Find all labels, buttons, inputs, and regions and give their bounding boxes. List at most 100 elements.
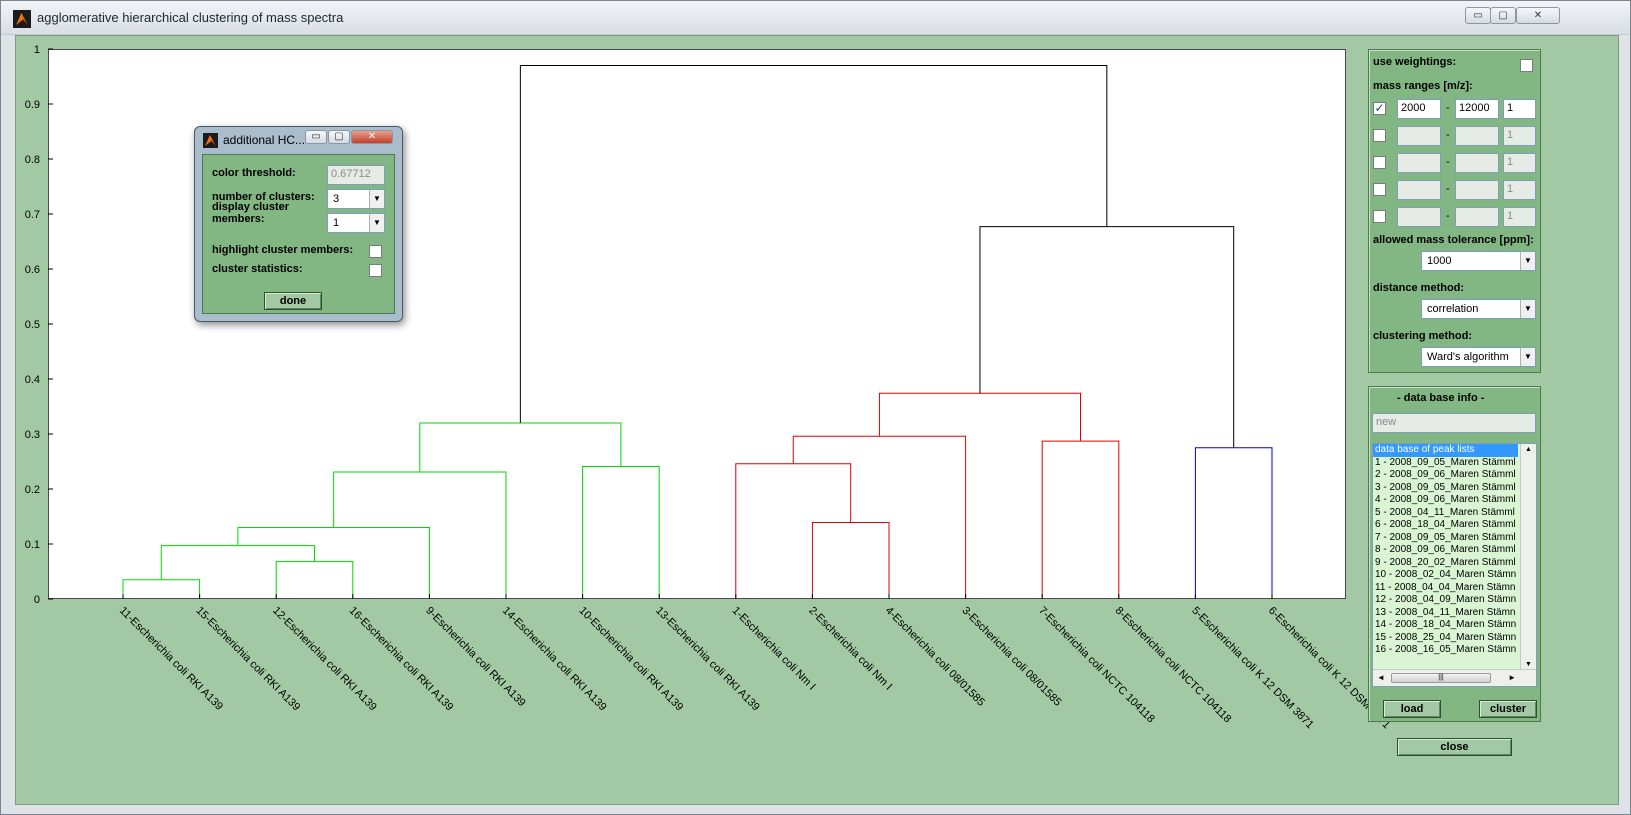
mass-range-weight-input[interactable]: 1	[1503, 207, 1536, 227]
number-of-clusters-label: number of clusters:	[212, 191, 315, 203]
mass-range-to-input[interactable]	[1455, 207, 1499, 227]
chevron-down-icon: ▼	[369, 214, 384, 232]
highlight-members-checkbox[interactable]	[369, 245, 382, 258]
database-list-item[interactable]: data base of peak lists	[1373, 444, 1518, 457]
database-list-item[interactable]: 14 - 2008_18_04_Maren Stämn	[1375, 619, 1517, 630]
mass-range-checkbox[interactable]	[1373, 210, 1386, 223]
dialog-maximize-button[interactable]: ▢	[328, 130, 350, 144]
mass-ranges-label: mass ranges [m/z]:	[1373, 80, 1473, 92]
chevron-down-icon: ▼	[1520, 300, 1535, 318]
database-list-item[interactable]: 10 - 2008_02_04_Maren Stämn	[1375, 569, 1517, 580]
mass-range-from-input[interactable]	[1397, 180, 1441, 200]
database-list-item[interactable]: 5 - 2008_04_11_Maren Stämml	[1375, 506, 1515, 518]
scrollbar-thumb[interactable]: |||	[1391, 673, 1491, 683]
chevron-down-icon: ▼	[1520, 348, 1535, 366]
mass-range-from-input[interactable]	[1397, 126, 1441, 146]
mass-range-checkbox[interactable]	[1373, 156, 1386, 169]
number-of-clusters-value: 3	[333, 193, 340, 205]
maximize-button[interactable]: ▢	[1490, 7, 1516, 24]
color-threshold-label: color threshold:	[212, 167, 296, 179]
additional-hc-dialog: additional HC... ▭ ▢ ✕ color threshold: …	[194, 126, 403, 322]
database-list-item[interactable]: 6 - 2008_18_04_Maren Stämml	[1375, 519, 1516, 530]
close-button[interactable]: close	[1397, 738, 1512, 756]
mass-range-to-input[interactable]	[1455, 153, 1499, 173]
minimize-button[interactable]: ▭	[1465, 7, 1491, 24]
load-button[interactable]: load	[1383, 700, 1441, 718]
chevron-down-icon: ▼	[1520, 252, 1535, 270]
tolerance-label: allowed mass tolerance [ppm]:	[1373, 234, 1534, 246]
database-listbox[interactable]: data base of peak lists 1 - 2008_09_05_Ma…	[1372, 443, 1537, 687]
database-list-item[interactable]: 2 - 2008_09_06_Maren Stämml	[1375, 469, 1516, 480]
clustering-method-label: clustering method:	[1373, 330, 1473, 342]
database-header: - data base info -	[1397, 392, 1485, 404]
chevron-down-icon: ▼	[369, 190, 384, 208]
database-list-item[interactable]: 3 - 2008_09_05_Maren Stämml	[1375, 481, 1516, 493]
members-label: members:	[212, 213, 265, 225]
database-list-item[interactable]: 16 - 2008_16_05_Maren Stämn	[1375, 644, 1517, 655]
close-window-button[interactable]: ✕	[1516, 7, 1560, 24]
mass-range-to-input[interactable]	[1455, 126, 1499, 146]
database-list-item[interactable]: 11 - 2008_04_04_Maren Stämn	[1375, 581, 1516, 593]
mass-range-to-input[interactable]	[1455, 180, 1499, 200]
cluster-statistics-checkbox[interactable]	[369, 264, 382, 277]
dialog-title: additional HC...	[223, 133, 306, 147]
mass-range-checkbox[interactable]	[1373, 129, 1386, 142]
scroll-up-icon[interactable]: ▲	[1525, 446, 1532, 453]
settings-panel: use weightings: mass ranges [m/z]: ✓ 2000…	[1368, 49, 1541, 373]
display-cluster-value: 1	[333, 217, 340, 229]
horizontal-scrollbar[interactable]: ◄ ||| ►	[1373, 669, 1536, 686]
database-list-item[interactable]: 15 - 2008_25_04_Maren Stämn	[1375, 631, 1517, 643]
distance-method-label: distance method:	[1373, 282, 1465, 294]
clustering-method-dropdown[interactable]: Ward's algorithm ▼	[1421, 347, 1536, 367]
mass-range-weight-input[interactable]: 1	[1503, 180, 1536, 200]
mass-range-weight-input[interactable]: 1	[1503, 153, 1536, 173]
database-list-item[interactable]: 7 - 2008_09_05_Maren Stämml	[1375, 531, 1516, 543]
mass-range-weight-input[interactable]: 1	[1503, 126, 1536, 146]
number-of-clusters-dropdown[interactable]: 3 ▼	[327, 189, 385, 209]
display-cluster-label: display cluster	[212, 201, 290, 213]
dialog-minimize-button[interactable]: ▭	[305, 130, 327, 144]
mass-range-from-input[interactable]	[1397, 207, 1441, 227]
tolerance-dropdown[interactable]: 1000 ▼	[1421, 251, 1536, 271]
window-title: agglomerative hierarchical clustering of…	[37, 10, 344, 25]
mass-range-to-input[interactable]: 12000	[1455, 99, 1499, 119]
use-weightings-checkbox[interactable]	[1520, 59, 1533, 72]
title-bar[interactable]: agglomerative hierarchical clustering of…	[1, 1, 1630, 35]
mass-range-checkbox[interactable]	[1373, 183, 1386, 196]
range-separator: -	[1446, 183, 1450, 195]
mass-range-from-input[interactable]: 2000	[1397, 99, 1441, 119]
use-weightings-label: use weightings:	[1373, 56, 1457, 68]
mass-range-from-input[interactable]	[1397, 153, 1441, 173]
display-cluster-dropdown[interactable]: 1 ▼	[327, 213, 385, 233]
tolerance-value: 1000	[1427, 255, 1452, 267]
distance-method-dropdown[interactable]: correlation ▼	[1421, 299, 1536, 319]
clustering-method-value: Ward's algorithm	[1427, 351, 1509, 363]
database-list-item[interactable]: 1 - 2008_09_05_Maren Stämml	[1375, 456, 1516, 468]
scroll-right-icon[interactable]: ►	[1508, 673, 1516, 682]
dialog-close-button[interactable]: ✕	[351, 130, 393, 144]
database-list-item[interactable]: 12 - 2008_04_09_Maren Stämn	[1375, 594, 1517, 605]
dialog-body: color threshold: 0.67712 number of clust…	[202, 154, 395, 314]
range-separator: -	[1446, 156, 1450, 168]
matlab-logo-icon	[203, 133, 218, 148]
range-separator: -	[1446, 210, 1450, 222]
mass-range-weight-input[interactable]: 1	[1503, 99, 1536, 119]
done-button[interactable]: done	[264, 292, 322, 310]
scroll-left-icon[interactable]: ◄	[1377, 673, 1385, 682]
database-list-item[interactable]: 4 - 2008_09_06_Maren Stämml	[1375, 494, 1516, 505]
range-separator: -	[1446, 129, 1450, 141]
range-separator: -	[1446, 102, 1450, 114]
scroll-down-icon[interactable]: ▼	[1525, 661, 1532, 668]
matlab-logo-icon	[13, 10, 31, 28]
database-items: data base of peak lists 1 - 2008_09_05_Ma…	[1373, 444, 1536, 657]
database-name-input[interactable]: new	[1372, 413, 1536, 433]
database-list-item[interactable]: 8 - 2008_09_06_Maren Stämml	[1375, 544, 1516, 555]
cluster-button[interactable]: cluster	[1479, 700, 1537, 718]
color-threshold-input[interactable]: 0.67712	[327, 165, 385, 185]
distance-method-value: correlation	[1427, 303, 1479, 315]
cluster-statistics-label: cluster statistics:	[212, 263, 303, 275]
database-list-item[interactable]: 9 - 2008_20_02_Maren Stämml	[1375, 556, 1516, 568]
vertical-scrollbar[interactable]: ▲ ▼	[1520, 444, 1536, 670]
mass-range-checkbox[interactable]: ✓	[1373, 101, 1386, 115]
database-list-item[interactable]: 13 - 2008_04_11_Maren Stämn	[1375, 606, 1516, 618]
